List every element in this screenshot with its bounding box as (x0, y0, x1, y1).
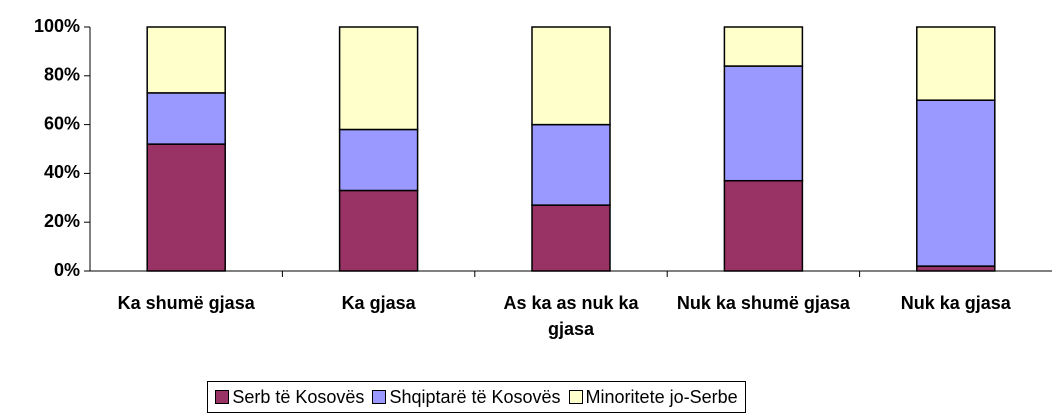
bar-segment (338, 26, 419, 131)
y-tick-label: 80% (44, 65, 80, 85)
x-tick-label: Ka shumë gjasa (117, 293, 255, 313)
bar-segment (146, 143, 226, 272)
y-tick-label: 40% (44, 162, 80, 182)
legend-swatch (568, 390, 583, 404)
bar-segment (531, 204, 611, 272)
x-tick-label: Nuk ka gjasa (900, 293, 1011, 313)
y-tick-label: 0% (54, 260, 80, 280)
legend-item: Shqiptarë të Kosovës (372, 386, 561, 408)
bar-segment (531, 26, 611, 126)
bar-segment (723, 65, 804, 182)
bar-segment (916, 99, 996, 267)
legend-label: Shqiptarë të Kosovës (389, 386, 561, 407)
y-tick-label: 20% (44, 211, 80, 231)
bar-segment (723, 26, 804, 67)
legend-label: Minoritete jo-Serbe (585, 386, 738, 407)
legend: Serb të Kosovës Shqiptarë të Kosovës Minor… (207, 381, 746, 413)
x-tick-label: As ka as nuk ka gjasa (503, 293, 639, 339)
bar-segment (531, 123, 611, 206)
bar-segment (723, 179, 804, 272)
bar-segment (338, 189, 419, 272)
bar-segment (916, 26, 996, 101)
x-tick-label: Nuk ka shumë gjasa (676, 293, 850, 313)
bar-segment (146, 26, 226, 94)
legend-item: Minoritete jo-Serbe (568, 386, 738, 408)
y-tick-label: 100% (34, 16, 80, 36)
legend-label: Serb të Kosovës (232, 386, 365, 407)
legend-swatch (372, 390, 387, 404)
y-tick-label: 60% (44, 113, 80, 133)
x-tick-label: Ka gjasa (341, 293, 416, 313)
legend-item: Serb të Kosovës (215, 387, 364, 408)
bar-segment (146, 92, 226, 145)
bar-segment (338, 128, 419, 192)
legend-swatch (215, 390, 230, 404)
